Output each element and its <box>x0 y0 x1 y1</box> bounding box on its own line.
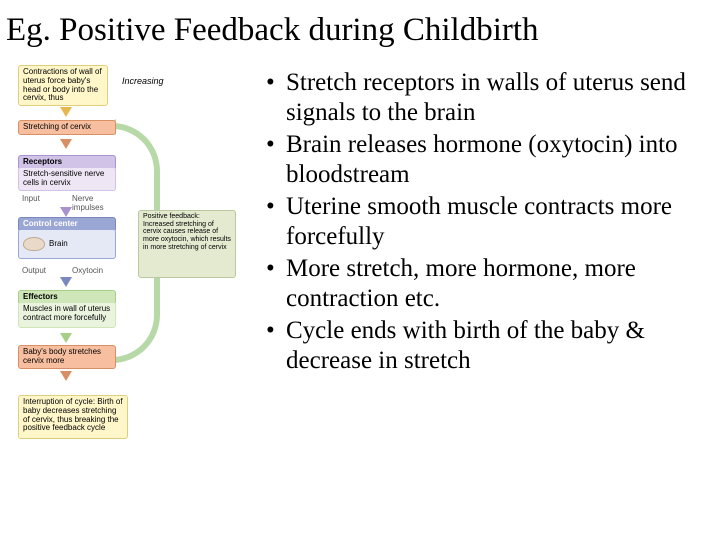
diagram-box-increasing: Increasing <box>118 75 174 89</box>
diagram-box-babybody: Baby's body stretches cervix more <box>18 345 116 369</box>
bullet-item-1: Brain releases hormone (oxytocin) into b… <box>262 130 712 189</box>
page-title: Eg. Positive Feedback during Childbirth <box>6 12 539 49</box>
diagram-box-brain: Brain <box>18 229 116 259</box>
bullet-item-2: Uterine smooth muscle contracts more for… <box>262 192 712 251</box>
brain-icon <box>23 237 45 251</box>
bullet-list: Stretch receptors in walls of uterus sen… <box>262 68 712 378</box>
diagram-box-contractions: Contractions of wall of uterus force bab… <box>18 65 108 106</box>
down-arrow-2 <box>60 207 72 217</box>
bullet-item-4: Cycle ends with birth of the baby & decr… <box>262 316 712 375</box>
diagram-box-input_lbl: Input <box>18 193 58 206</box>
bullet-item-3: More stretch, more hormone, more contrac… <box>262 254 712 313</box>
down-arrow-4 <box>60 333 72 343</box>
diagram-box-label: Brain <box>49 240 68 249</box>
feedback-diagram: Contractions of wall of uterus force bab… <box>10 65 250 525</box>
diagram-box-effectors: Muscles in wall of uterus contract more … <box>18 302 116 328</box>
down-arrow-3 <box>60 277 72 287</box>
diagram-box-stretching: Stretching of cervix <box>18 120 116 135</box>
diagram-box-oxy_lbl: Oxytocin <box>68 265 116 278</box>
bullet-item-0: Stretch receptors in walls of uterus sen… <box>262 68 712 127</box>
down-arrow-1 <box>60 139 72 149</box>
down-arrow-0 <box>60 107 72 117</box>
diagram-box-output_lbl: Output <box>18 265 58 278</box>
diagram-box-nerve_lbl: Nerve impulses <box>68 193 116 215</box>
diagram-box-posfb: Positive feedback: Increased stretching … <box>138 210 236 278</box>
diagram-box-receptors: Stretch-sensitive nerve cells in cervix <box>18 167 116 191</box>
down-arrow-5 <box>60 371 72 381</box>
diagram-box-interruption: Interruption of cycle: Birth of baby dec… <box>18 395 128 439</box>
